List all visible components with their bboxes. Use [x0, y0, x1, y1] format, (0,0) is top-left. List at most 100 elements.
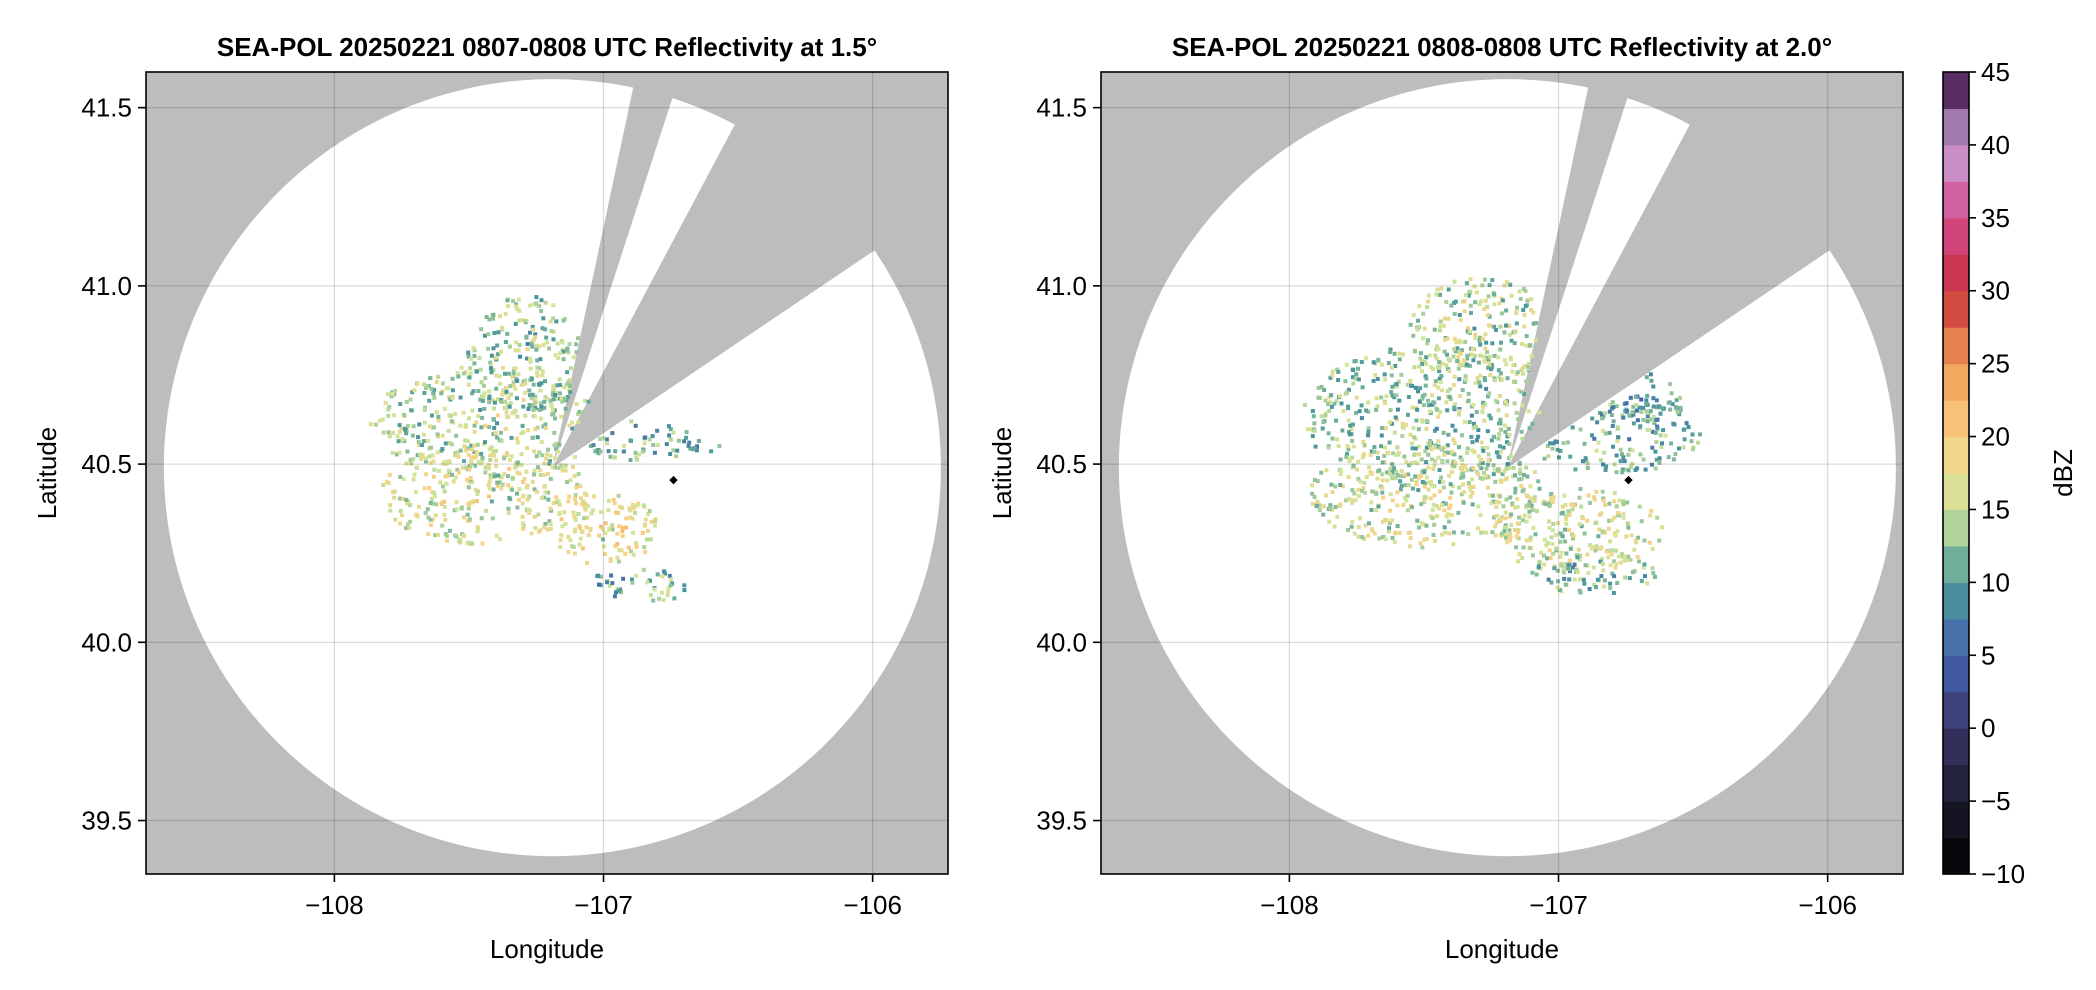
echo-pixel [1592, 582, 1597, 587]
echo-pixel [1606, 555, 1611, 560]
echo-pixel [393, 517, 398, 522]
echo-pixel [543, 395, 548, 399]
echo-pixel [610, 581, 615, 586]
echo-pixel [633, 450, 638, 455]
echo-pixel [1538, 566, 1543, 571]
echo-pixel [551, 303, 556, 308]
echo-pixel [1419, 358, 1424, 363]
echo-pixel [1418, 386, 1423, 391]
echo-pixel [493, 430, 498, 435]
echo-pixel [576, 336, 580, 341]
panel-right-gridlines [1101, 72, 1903, 874]
echo-pixel [1471, 425, 1476, 430]
echo-pixel [515, 470, 520, 475]
x-tick-label: −107 [1529, 890, 1588, 920]
echo-pixel [1674, 398, 1679, 403]
echo-pixel [492, 331, 497, 335]
echo-pixel [1631, 412, 1636, 417]
echo-pixel [478, 397, 483, 402]
echo-pixel [1485, 462, 1490, 467]
echo-pixel [488, 360, 493, 365]
echo-pixel [1515, 370, 1520, 375]
echo-pixel [1404, 498, 1409, 503]
echo-pixel [1443, 530, 1448, 535]
echo-pixel [537, 303, 542, 308]
colorbar-band [1943, 655, 1969, 693]
echo-pixel [1545, 443, 1550, 448]
echo-pixel [1615, 439, 1620, 444]
echo-pixel [1573, 467, 1578, 472]
echo-pixel [1433, 379, 1438, 384]
echo-pixel [1354, 395, 1359, 400]
echo-pixel [529, 531, 534, 536]
echo-pixel [444, 461, 449, 466]
echo-pixel [410, 433, 415, 438]
echo-pixel [1518, 296, 1523, 301]
echo-pixel [1525, 298, 1530, 303]
echo-pixel [520, 515, 525, 519]
echo-pixel [434, 410, 439, 415]
echo-pixel [404, 399, 409, 404]
echo-pixel [591, 443, 596, 448]
echo-pixel [1434, 514, 1439, 519]
echo-pixel [1612, 531, 1617, 536]
echo-pixel [1390, 518, 1394, 523]
echo-pixel [1388, 408, 1393, 413]
echo-pixel [1514, 321, 1519, 326]
echo-pixel [425, 507, 430, 512]
echo-pixel [495, 435, 500, 440]
echo-pixel [578, 536, 583, 541]
echo-pixel [1512, 330, 1517, 335]
echo-pixel [1568, 546, 1573, 551]
echo-pixel [387, 434, 392, 439]
echo-pixel [691, 447, 695, 452]
echo-pixel [525, 356, 530, 361]
echo-pixel [1432, 383, 1437, 388]
echo-pixel [1441, 480, 1445, 485]
echo-pixel [1390, 535, 1395, 540]
echo-pixel [597, 582, 601, 587]
echo-pixel [1338, 483, 1343, 487]
echo-pixel [570, 383, 575, 388]
echo-pixel [1482, 359, 1487, 364]
echo-pixel [1483, 332, 1488, 337]
echo-pixel [522, 477, 527, 481]
colorbar-band [1943, 327, 1969, 365]
echo-pixel [543, 327, 548, 332]
echo-pixel [540, 453, 545, 458]
echo-pixel [682, 583, 687, 588]
echo-pixel [1351, 422, 1355, 427]
echo-pixel [1503, 516, 1508, 521]
echo-pixel [506, 506, 511, 511]
echo-pixel [1537, 560, 1542, 565]
echo-pixel [1630, 570, 1635, 575]
echo-pixel [1388, 350, 1392, 354]
echo-pixel [469, 455, 474, 460]
echo-pixel [1433, 539, 1438, 543]
echo-pixel [1682, 427, 1687, 432]
echo-pixel [373, 422, 378, 427]
echo-pixel [642, 545, 647, 550]
echo-pixel [1497, 444, 1502, 449]
echo-pixel [1346, 418, 1351, 423]
echo-pixel [1491, 435, 1496, 440]
echo-pixel [1430, 402, 1435, 407]
echo-pixel [1512, 528, 1517, 532]
echo-pixel [1489, 438, 1494, 443]
echo-pixel [1677, 412, 1682, 417]
echo-pixel [539, 404, 544, 409]
echo-pixel [408, 457, 413, 462]
echo-pixel [1624, 557, 1629, 562]
echo-pixel [531, 435, 535, 440]
echo-pixel [514, 302, 519, 307]
echo-pixel [455, 452, 459, 457]
echo-pixel [1594, 544, 1599, 549]
echo-pixel [1436, 396, 1441, 401]
echo-pixel [455, 371, 460, 376]
echo-pixel [458, 537, 463, 542]
panel-right-site-marker [1624, 475, 1633, 485]
echo-pixel [503, 426, 508, 431]
echo-pixel [482, 391, 487, 396]
echo-pixel [1395, 503, 1400, 508]
